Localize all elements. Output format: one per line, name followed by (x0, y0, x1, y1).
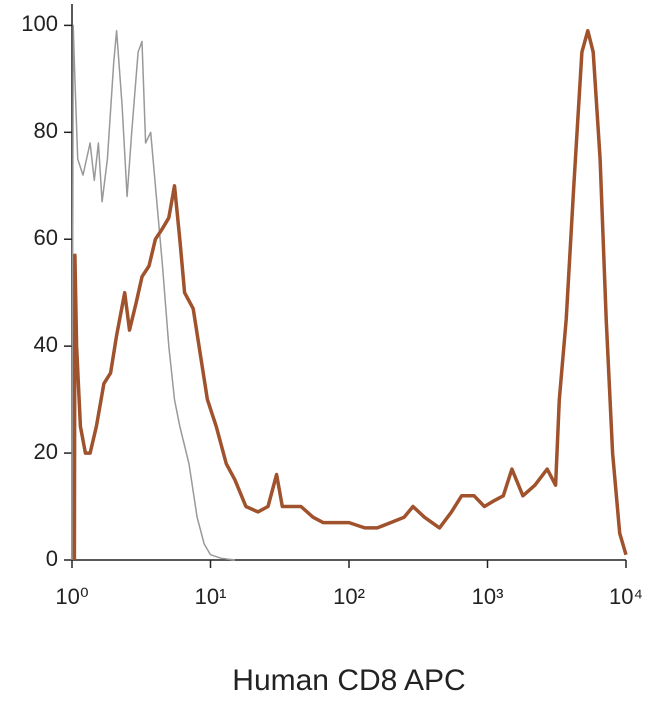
x-tick-label: 10³ (472, 584, 504, 609)
x-tick-label: 10¹ (195, 584, 227, 609)
y-tick-label: 60 (34, 225, 58, 250)
y-tick-label: 80 (34, 118, 58, 143)
y-tick-label: 20 (34, 439, 58, 464)
x-tick-label: 10² (333, 584, 365, 609)
histogram-line (71, 24, 235, 561)
x-tick-label: 10⁴ (609, 584, 643, 609)
histogram-line (72, 28, 628, 561)
x-tick-label: 10⁰ (55, 584, 88, 609)
x-axis-label: Human CD8 APC (232, 664, 465, 697)
y-tick-label: 40 (34, 332, 58, 357)
y-tick-label: 0 (46, 546, 58, 571)
y-tick-label: 100 (21, 11, 58, 36)
